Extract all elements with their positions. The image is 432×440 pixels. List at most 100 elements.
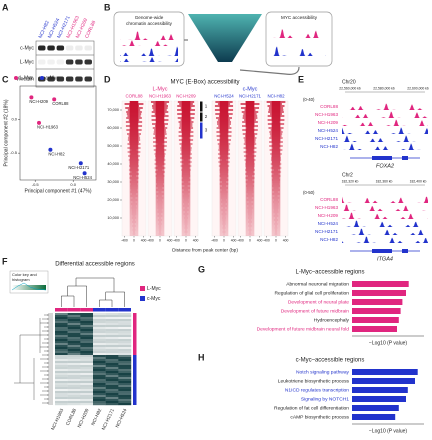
- heatmap-row: [221, 199, 227, 201]
- heatmap-row: [249, 223, 251, 225]
- heatmap-row: [182, 177, 190, 179]
- heatmap-cell: [55, 401, 68, 404]
- heatmap-row: [184, 215, 188, 217]
- heatmap-cell: [105, 329, 119, 332]
- heatmap-row: [158, 233, 162, 235]
- heatmap-cell: [55, 333, 68, 336]
- heatmap-cell: [93, 329, 106, 332]
- heatmap-cell: [93, 395, 106, 398]
- mini-track: [120, 40, 178, 46]
- heatmap-row: [183, 205, 189, 207]
- heatmap-row: [183, 201, 189, 203]
- heatmap-row: [244, 159, 256, 161]
- heatmap-cell: [67, 363, 81, 366]
- heatmap-row: [158, 227, 162, 229]
- heatmap-core: [155, 101, 165, 236]
- heatmap-row: [270, 129, 282, 131]
- panel-letter: A: [2, 2, 9, 12]
- funnel: [188, 14, 262, 62]
- heatmap-cell: [93, 319, 106, 322]
- heatmap-row: [183, 209, 189, 211]
- heatmap-cell: [80, 393, 94, 396]
- heatmap-cell: [67, 347, 81, 350]
- column-group-bar: [67, 308, 81, 312]
- heatmap-cell: [118, 391, 132, 394]
- heatmap-cell: [105, 369, 119, 372]
- heatmap-row: [218, 125, 230, 127]
- heatmap-cell: [118, 373, 132, 376]
- heatmap-row: [152, 123, 168, 125]
- heatmap-row: [221, 181, 227, 183]
- heatmap-cell: [118, 343, 132, 346]
- heatmap-row: [240, 103, 260, 105]
- bar: [352, 396, 406, 402]
- legend-label: c-Myc: [147, 296, 161, 302]
- heatmap-row: [132, 197, 136, 199]
- heatmap-row: [157, 211, 163, 213]
- heatmap-cell: [80, 353, 94, 356]
- gene-exon: [402, 249, 408, 253]
- x-tick-label: 0: [133, 238, 135, 242]
- heatmap-cell: [80, 387, 94, 390]
- heatmap-row: [216, 131, 232, 133]
- heatmap-cell: [80, 347, 94, 350]
- heatmap-cell: [55, 315, 68, 318]
- heatmap-row: [181, 187, 191, 189]
- heatmap-cell: [55, 383, 68, 386]
- heatmap-cell: [67, 385, 81, 388]
- heatmap-row: [267, 119, 285, 121]
- track-peaks: [342, 119, 428, 126]
- heatmap-cell: [80, 357, 94, 360]
- heatmap-row: [154, 159, 166, 161]
- heatmap-cell: [55, 365, 68, 368]
- heatmap-row: [130, 187, 138, 189]
- heatmap-row: [157, 143, 163, 145]
- heatmap-row: [151, 119, 169, 121]
- column-label: NCI-H524: [115, 407, 128, 428]
- blot-band: [38, 59, 46, 65]
- heatmap-row: [222, 185, 226, 187]
- heatmap-cell: [118, 379, 132, 382]
- heatmap-cell: [67, 393, 81, 396]
- heatmap-cell: [93, 403, 106, 406]
- heatmap-row: [178, 139, 194, 141]
- heatmap-row: [182, 191, 190, 193]
- column-label: NCI-H82: [267, 94, 285, 99]
- heatmap-cell: [67, 381, 81, 384]
- heatmap-cell: [105, 377, 119, 380]
- heatmap-row: [156, 177, 164, 179]
- heatmap-row: [127, 115, 141, 117]
- column-label: CORL88: [65, 407, 77, 426]
- heatmap-row: [128, 159, 140, 161]
- track-range: (0-50): [303, 190, 315, 195]
- heatmap-row: [155, 157, 165, 159]
- x-tick-label: 400: [257, 238, 263, 242]
- heatmap-cell: [80, 367, 94, 370]
- heatmap-row: [182, 195, 190, 197]
- heatmap-cell: [118, 359, 132, 362]
- heatmap-row: [219, 187, 229, 189]
- heatmap-row: [129, 161, 139, 163]
- heatmap-row: [246, 203, 254, 205]
- heatmap-cell: [105, 335, 119, 338]
- heatmap-row: [273, 215, 279, 217]
- heatmap-row: [126, 117, 142, 119]
- heatmap-cell: [105, 373, 119, 376]
- gene-name: FOXA2: [376, 163, 394, 169]
- heatmap-cell: [67, 403, 81, 406]
- cluster-bar: [200, 122, 203, 139]
- heatmap-cell: [93, 355, 106, 358]
- heatmap-cell: [80, 361, 94, 364]
- heatmap-row: [218, 157, 230, 159]
- heatmap-row: [180, 153, 192, 155]
- heatmap-cell: [80, 397, 94, 400]
- heatmap-cell: [80, 373, 94, 376]
- heatmap-cell: [105, 339, 119, 342]
- heatmap-row: [248, 225, 252, 227]
- heatmap-row: [222, 207, 226, 209]
- x-tick-label: 400: [193, 238, 199, 242]
- heatmap-cell: [55, 329, 68, 332]
- plot-frame: [19, 85, 97, 181]
- heatmap-row: [273, 147, 279, 149]
- category-label: Leukotriene biosynthetic process: [278, 378, 350, 384]
